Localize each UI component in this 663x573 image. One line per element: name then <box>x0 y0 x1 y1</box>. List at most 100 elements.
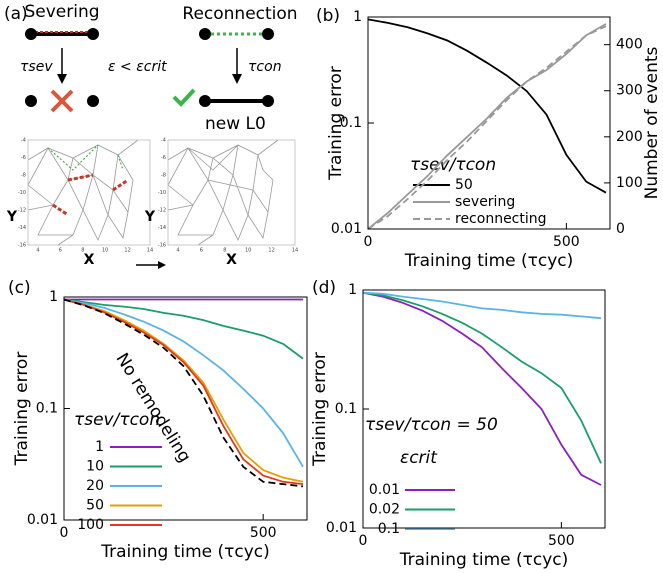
series-line <box>63 298 304 468</box>
mini-x-tick: 8 <box>81 248 84 254</box>
node <box>199 28 211 40</box>
mini-x-tick: 6 <box>59 248 62 254</box>
node <box>262 28 274 40</box>
mini-y-tick: -6 <box>161 155 166 161</box>
condition: ε < εcrit <box>108 59 167 75</box>
x-tick-label: 0 <box>364 234 373 250</box>
panel-label: (b) <box>316 6 340 26</box>
series-line <box>362 291 602 486</box>
mini-y-tick: -12 <box>158 208 166 214</box>
y-tick-label: 1 <box>353 9 362 25</box>
mini-x-tick: 12 <box>124 248 130 254</box>
y-tick-label: 0.01 <box>27 512 58 528</box>
mini-y-tick: -4 <box>161 138 166 144</box>
mini-x-tick: 14 <box>292 248 298 254</box>
mini-y-tick: -6 <box>21 155 26 161</box>
legend-label: 0.1 <box>378 521 400 537</box>
y-tick-label: 0.01 <box>326 520 357 536</box>
mini-frame <box>27 139 151 246</box>
legend-label: 50 <box>455 177 473 193</box>
mini-x-tick: 4 <box>36 248 39 254</box>
legend-label: 100 <box>77 517 104 533</box>
node <box>262 95 274 107</box>
series-line <box>63 298 304 488</box>
y-tick-label: 1 <box>348 282 357 298</box>
x-axis-label: Training time (τcyc) <box>404 251 574 271</box>
mini-y-tick: -4 <box>21 138 26 144</box>
check <box>172 88 196 107</box>
plot-frame <box>63 296 308 521</box>
y2-axis-label: Number of events <box>642 46 662 199</box>
y-axis-label: Training error <box>326 66 346 181</box>
x-tick-label: 0 <box>359 533 368 549</box>
mini-y-label: Y <box>6 209 18 225</box>
series-line <box>367 25 607 230</box>
mini-y-tick: -8 <box>21 173 26 179</box>
y2-tick-label: 100 <box>616 175 643 191</box>
legend-label: 0.01 <box>369 482 400 498</box>
y2-tick-label: 0 <box>616 221 625 237</box>
mesh-right <box>167 139 279 246</box>
node <box>25 28 37 40</box>
mini-y-label: Y <box>144 209 156 225</box>
x-tick-label: 500 <box>553 234 580 250</box>
mini-y-tick: -16 <box>158 243 166 249</box>
severing-title: Severing <box>24 2 99 22</box>
node <box>25 95 37 107</box>
x-tick-label: 500 <box>250 525 277 541</box>
mini-x-tick: 10 <box>245 248 251 254</box>
plot-frame <box>362 289 606 529</box>
y-tick-label: 0.01 <box>331 221 362 237</box>
mini-frame <box>167 139 296 246</box>
y-axis-label: Training error <box>310 352 330 467</box>
legend-label: 20 <box>86 478 104 494</box>
tau-con: τcon <box>248 59 282 75</box>
series-line <box>63 298 304 360</box>
arrow-head <box>158 261 166 269</box>
series-line <box>63 298 304 485</box>
mini-y-tick: -10 <box>18 190 26 196</box>
legend-label: 10 <box>86 459 104 475</box>
mini-y-tick: -10 <box>158 190 166 196</box>
series-line <box>367 23 607 230</box>
legend-label: 1 <box>95 439 104 455</box>
legend-title: εcrit <box>400 448 438 468</box>
panel-label: (a) <box>4 4 28 24</box>
panel-label: (d) <box>312 278 336 298</box>
mini-x-tick: 12 <box>268 248 274 254</box>
node <box>87 28 99 40</box>
y-tick-label: 0.1 <box>335 401 357 417</box>
node <box>199 95 211 107</box>
arrow-head <box>57 74 67 84</box>
mini-x-label: X <box>226 252 237 268</box>
mini-x-tick: 6 <box>200 248 203 254</box>
legend-label: severing <box>455 194 515 210</box>
y-tick-label: 1 <box>49 289 58 305</box>
reconnection-title: Reconnection <box>182 4 297 24</box>
y-tick-label: 0.1 <box>36 401 58 417</box>
legend-label: 0.02 <box>369 502 400 518</box>
series-line <box>362 291 602 464</box>
series-line <box>367 18 607 194</box>
mini-x-tick: 10 <box>102 248 108 254</box>
cross <box>50 89 74 113</box>
tau-sev: τsev <box>20 59 53 75</box>
x-tick-label: 0 <box>60 525 69 541</box>
legend-label: 50 <box>86 498 104 514</box>
new-length: new L0 <box>205 114 266 134</box>
panel-label: (c) <box>8 278 31 298</box>
x-axis-label: Training time (τcyc) <box>100 542 270 562</box>
x-tick-label: 500 <box>548 533 575 549</box>
series-line <box>63 298 304 483</box>
legend-title: τsev/τcon <box>74 410 160 430</box>
arrow-head <box>232 74 242 84</box>
y-axis-label: Training error <box>12 352 32 467</box>
legend-title: τsev/τcon <box>410 155 496 175</box>
panel-a: (a) Severing Reconnection τsev ε < εcrit… <box>4 2 298 269</box>
mini-x-tick: 4 <box>176 248 179 254</box>
series-annotation: No remodeling <box>112 350 195 466</box>
mini-x-tick: 8 <box>223 248 226 254</box>
